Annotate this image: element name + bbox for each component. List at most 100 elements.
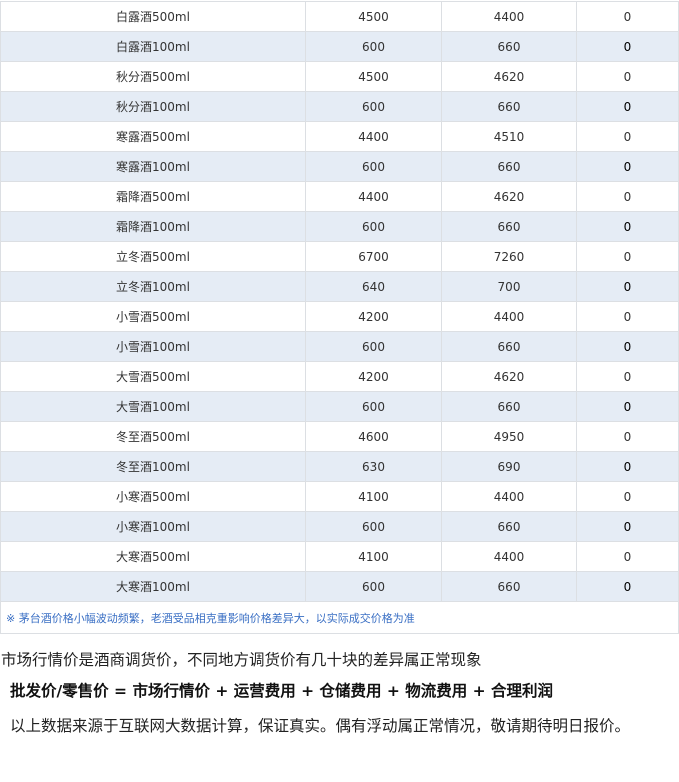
table-row: 霜降酒500ml 4400 4620 0	[0, 181, 679, 212]
table-row: 大寒酒500ml 4100 4400 0	[0, 541, 679, 572]
price-b: 7260	[441, 241, 577, 272]
price-change: 0	[576, 151, 679, 182]
product-name: 大雪酒100ml	[0, 391, 306, 422]
price-b: 660	[441, 31, 577, 62]
price-formula: 批发价/零售价 = 市场行情价 + 运营费用 + 仓储费用 + 物流费用 + 合…	[10, 682, 554, 700]
price-b: 4620	[441, 181, 577, 212]
price-change: 0	[576, 91, 679, 122]
price-table: 白露酒500ml 4500 4400 0 白露酒100ml 600 660 0 秋分酒500ml…	[0, 1, 679, 634]
product-name: 立冬酒100ml	[0, 271, 306, 302]
product-name: 寒露酒100ml	[0, 151, 306, 182]
price-b: 4510	[441, 121, 577, 152]
price-b: 660	[441, 571, 577, 602]
price-b: 4400	[441, 541, 577, 572]
table-row: 秋分酒500ml 4500 4620 0	[0, 61, 679, 92]
price-a: 640	[305, 271, 442, 302]
price-b: 4950	[441, 421, 577, 452]
product-name: 冬至酒100ml	[0, 451, 306, 482]
price-a: 6700	[305, 241, 442, 272]
product-name: 大雪酒500ml	[0, 361, 306, 392]
price-b: 660	[441, 391, 577, 422]
price-a: 600	[305, 31, 442, 62]
price-change: 0	[576, 301, 679, 332]
price-change: 0	[576, 331, 679, 362]
price-change: 0	[576, 241, 679, 272]
price-b: 4620	[441, 61, 577, 92]
data-disclaimer: 以上数据来源于互联网大数据计算，保证真实。偶有浮动属正常情况，敬请期待明日报价。	[10, 717, 631, 735]
price-a: 600	[305, 571, 442, 602]
market-price-explanation: 市场行情价是酒商调货价，不同地方调货价有几十块的差异属正常现象	[1, 651, 482, 669]
table-row: 大雪酒500ml 4200 4620 0	[0, 361, 679, 392]
price-b: 660	[441, 511, 577, 542]
price-a: 630	[305, 451, 442, 482]
product-name: 大寒酒100ml	[0, 571, 306, 602]
price-b: 660	[441, 151, 577, 182]
product-name: 秋分酒100ml	[0, 91, 306, 122]
table-row: 小雪酒500ml 4200 4400 0	[0, 301, 679, 332]
price-a: 4100	[305, 481, 442, 512]
table-row: 寒露酒100ml 600 660 0	[0, 151, 679, 182]
table-row: 小寒酒100ml 600 660 0	[0, 511, 679, 542]
product-name: 小寒酒500ml	[0, 481, 306, 512]
price-change: 0	[576, 451, 679, 482]
table-row: 冬至酒100ml 630 690 0	[0, 451, 679, 482]
product-name: 寒露酒500ml	[0, 121, 306, 152]
price-b: 700	[441, 271, 577, 302]
price-b: 660	[441, 211, 577, 242]
price-change: 0	[576, 211, 679, 242]
price-change: 0	[576, 121, 679, 152]
table-row: 大寒酒100ml 600 660 0	[0, 571, 679, 602]
table-row: 小寒酒500ml 4100 4400 0	[0, 481, 679, 512]
product-name: 小雪酒500ml	[0, 301, 306, 332]
price-b: 4400	[441, 481, 577, 512]
product-name: 冬至酒500ml	[0, 421, 306, 452]
price-a: 600	[305, 331, 442, 362]
price-a: 600	[305, 91, 442, 122]
price-a: 600	[305, 391, 442, 422]
table-row: 秋分酒100ml 600 660 0	[0, 91, 679, 122]
product-name: 秋分酒500ml	[0, 61, 306, 92]
price-note: ※ 茅台酒价格小幅波动频繁，老酒受品相克重影响价格差异大，以实际成交价格为准	[0, 601, 679, 634]
price-change: 0	[576, 31, 679, 62]
price-a: 4600	[305, 421, 442, 452]
table-row: 寒露酒500ml 4400 4510 0	[0, 121, 679, 152]
price-b: 660	[441, 331, 577, 362]
table-row: 白露酒100ml 600 660 0	[0, 31, 679, 62]
product-name: 霜降酒100ml	[0, 211, 306, 242]
price-change: 0	[576, 361, 679, 392]
price-b: 690	[441, 451, 577, 482]
product-name: 小雪酒100ml	[0, 331, 306, 362]
price-a: 4200	[305, 361, 442, 392]
price-change: 0	[576, 571, 679, 602]
table-row: 立冬酒100ml 640 700 0	[0, 271, 679, 302]
price-change: 0	[576, 1, 679, 32]
price-a: 600	[305, 151, 442, 182]
price-change: 0	[576, 271, 679, 302]
price-change: 0	[576, 61, 679, 92]
price-change: 0	[576, 181, 679, 212]
product-name: 白露酒500ml	[0, 1, 306, 32]
table-row: 霜降酒100ml 600 660 0	[0, 211, 679, 242]
product-name: 霜降酒500ml	[0, 181, 306, 212]
price-change: 0	[576, 421, 679, 452]
price-change: 0	[576, 511, 679, 542]
price-a: 4500	[305, 61, 442, 92]
price-a: 600	[305, 211, 442, 242]
product-name: 大寒酒500ml	[0, 541, 306, 572]
price-b: 4400	[441, 1, 577, 32]
price-a: 4400	[305, 121, 442, 152]
table-row: 白露酒500ml 4500 4400 0	[0, 1, 679, 32]
product-name: 立冬酒500ml	[0, 241, 306, 272]
price-b: 4400	[441, 301, 577, 332]
price-a: 4200	[305, 301, 442, 332]
price-a: 4400	[305, 181, 442, 212]
table-row: 大雪酒100ml 600 660 0	[0, 391, 679, 422]
table-row: 小雪酒100ml 600 660 0	[0, 331, 679, 362]
table-row: 冬至酒500ml 4600 4950 0	[0, 421, 679, 452]
price-b: 660	[441, 91, 577, 122]
price-a: 4100	[305, 541, 442, 572]
price-b: 4620	[441, 361, 577, 392]
price-change: 0	[576, 541, 679, 572]
product-name: 白露酒100ml	[0, 31, 306, 62]
price-change: 0	[576, 481, 679, 512]
